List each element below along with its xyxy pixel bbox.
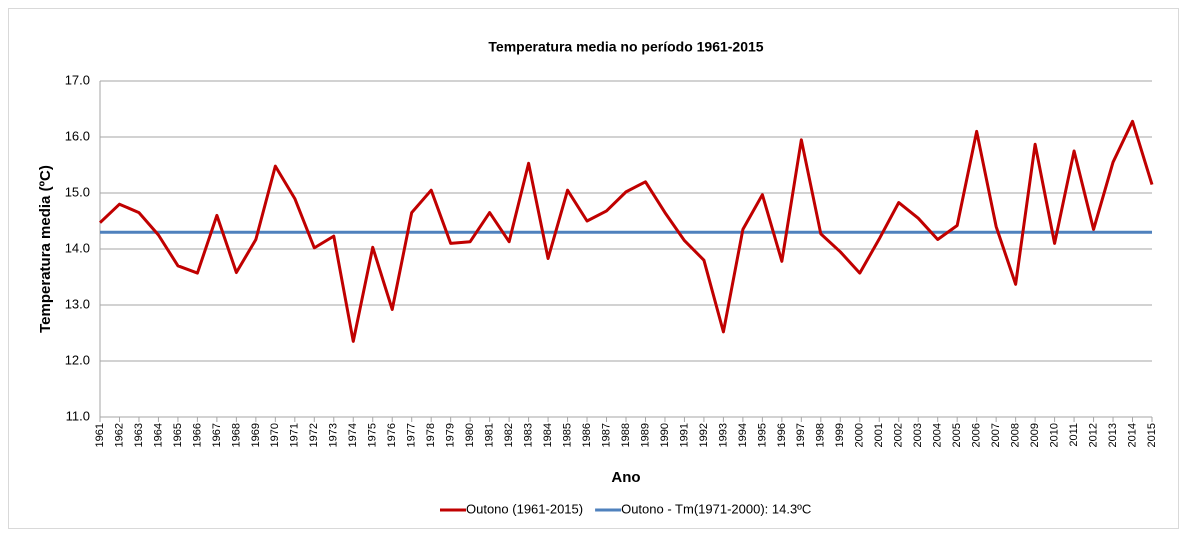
chart-border <box>8 8 1179 529</box>
x-tick-label: 1995 <box>756 423 768 447</box>
chart-title: Temperatura media no período 1961-2015 <box>488 39 763 55</box>
x-tick-label: 2006 <box>971 423 983 447</box>
x-tick-label: 2012 <box>1087 423 1099 447</box>
x-tick-label: 2005 <box>951 423 963 447</box>
legend-label: Outono - Tm(1971-2000): 14.3ºC <box>621 501 811 516</box>
x-tick-label: 1975 <box>367 423 379 447</box>
x-tick-label: 2000 <box>854 423 866 447</box>
y-tick-label: 11.0 <box>66 408 90 423</box>
x-tick-label: 1974 <box>347 423 359 447</box>
x-tick-label: 1997 <box>795 423 807 447</box>
x-tick-label: 1992 <box>698 423 710 447</box>
x-tick-label: 2001 <box>873 423 885 447</box>
x-tick-label: 2008 <box>1010 423 1022 447</box>
x-tick-label: 1977 <box>406 423 418 447</box>
x-tick-label: 1996 <box>776 423 788 447</box>
x-axis-label: Ano <box>611 469 640 486</box>
x-tick-label: 1976 <box>386 423 398 447</box>
x-tick-label: 1963 <box>133 423 145 447</box>
x-tick-label: 1967 <box>211 423 223 447</box>
x-tick-label: 2015 <box>1146 423 1158 447</box>
x-tick-label: 1981 <box>484 423 496 447</box>
y-tick-label: 14.0 <box>65 240 90 255</box>
x-tick-label: 1966 <box>191 423 203 447</box>
x-tick-label: 1961 <box>94 423 106 447</box>
x-tick-label: 1991 <box>678 423 690 447</box>
x-tick-label: 1980 <box>464 423 476 447</box>
x-tick-label: 1989 <box>639 423 651 447</box>
x-tick-label: 2009 <box>1029 423 1041 447</box>
y-tick-label: 15.0 <box>65 184 90 199</box>
x-tick-label: 2013 <box>1107 423 1119 447</box>
y-tick-label: 13.0 <box>65 296 90 311</box>
x-tick-label: 2004 <box>932 423 944 447</box>
y-tick-label: 16.0 <box>65 128 90 143</box>
y-axis-label: Temperatura media (ºC) <box>37 165 54 333</box>
legend-label: Outono (1961-2015) <box>466 501 583 516</box>
x-tick-label: 1988 <box>620 423 632 447</box>
x-tick-label: 1999 <box>834 423 846 447</box>
x-tick-label: 1969 <box>250 423 262 447</box>
line-series <box>98 119 1154 343</box>
x-tick-label: 1998 <box>815 423 827 447</box>
x-tick-label: 1985 <box>561 423 573 447</box>
y-tick-label: 12.0 <box>65 352 90 367</box>
x-tick-label: 1982 <box>503 423 515 447</box>
x-tick-label: 2010 <box>1048 423 1060 447</box>
x-tick-label: 2014 <box>1126 423 1138 447</box>
y-tick-label: 17.0 <box>65 72 90 87</box>
x-tick-label: 1970 <box>269 423 281 447</box>
x-tick-label: 1987 <box>600 423 612 447</box>
x-tick-label: 1964 <box>152 423 164 447</box>
x-tick-label: 1978 <box>425 423 437 447</box>
x-tick-label: 2002 <box>893 423 905 447</box>
x-tick-label: 1986 <box>581 423 593 447</box>
x-tick-label: 1972 <box>308 423 320 447</box>
x-tick-label: 2003 <box>912 423 924 447</box>
x-tick-label: 2007 <box>990 423 1002 447</box>
x-tick-label: 1994 <box>737 423 749 447</box>
x-tick-label: 1965 <box>172 423 184 447</box>
x-tick-label: 1962 <box>113 423 125 447</box>
x-tick-label: 1990 <box>659 423 671 447</box>
x-tick-label: 2011 <box>1068 423 1080 447</box>
x-tick-label: 1971 <box>289 423 301 447</box>
x-tick-label: 1993 <box>717 423 729 447</box>
x-tick-label: 1968 <box>230 423 242 447</box>
x-tick-label: 1973 <box>328 423 340 447</box>
x-tick-label: 1979 <box>445 423 457 447</box>
x-tick-label: 1983 <box>522 423 534 447</box>
x-tick-label: 1984 <box>542 423 554 447</box>
